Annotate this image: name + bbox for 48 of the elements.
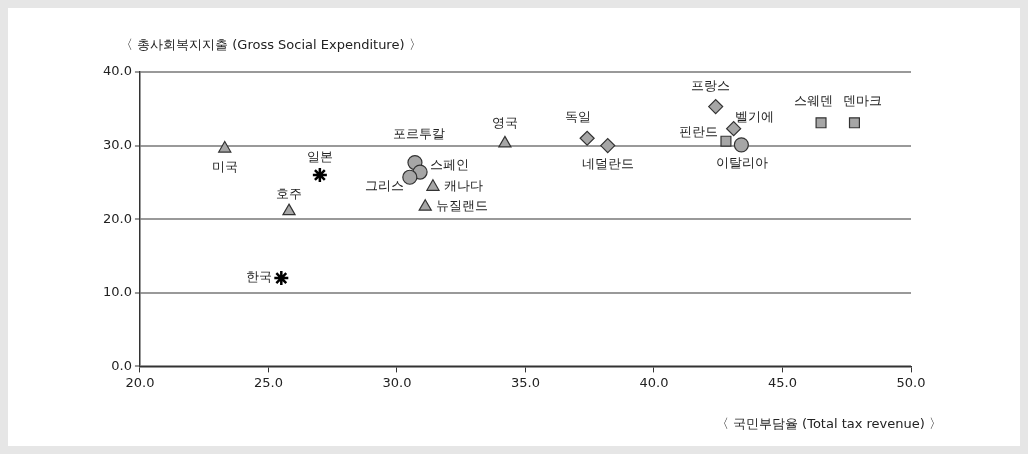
point: [282, 203, 296, 216]
annotation: 프랑스: [691, 77, 731, 93]
annotation: 독일: [565, 108, 592, 124]
point: [708, 98, 724, 115]
point: [815, 117, 827, 129]
y-tick-label: 10.0: [102, 284, 132, 300]
point: [218, 140, 232, 153]
point: [402, 169, 418, 185]
annotation: 이탈리아: [716, 155, 769, 171]
point: [498, 135, 512, 148]
annotation: 한국: [246, 269, 273, 285]
annotation: 스웨덴: [793, 93, 833, 109]
y-axis-title: 〈 총사회복지지출 (Gross Social Expenditure) 〉: [120, 36, 422, 54]
point: [579, 130, 595, 146]
x-tick-label: 20.0: [125, 374, 155, 390]
annotation: 덴마크: [842, 93, 882, 109]
x-tick-label: 40.0: [639, 374, 669, 390]
x-axis-title: 〈 국민부담율 (Total tax revenue) 〉: [715, 415, 942, 433]
point: [311, 166, 329, 184]
annotation: 일본: [306, 149, 333, 165]
point: [273, 269, 290, 287]
x-tick-label: 50.0: [896, 374, 926, 390]
point: [733, 137, 749, 153]
point: [426, 179, 440, 191]
y-tick-label: 20.0: [102, 210, 132, 226]
annotation: 미국: [211, 158, 238, 174]
annotation: 뉴질랜드: [436, 198, 489, 214]
y-tick-label: 40.0: [102, 63, 132, 79]
annotation: 스페인: [429, 157, 469, 173]
point: [418, 199, 432, 211]
annotation: 그리스: [365, 177, 405, 193]
x-tick-label: 25.0: [253, 374, 283, 390]
annotation: 벨기에: [735, 109, 775, 125]
x-tick-label: 30.0: [382, 374, 412, 390]
annotation: 포르투칼: [392, 125, 445, 141]
x-tick-label: 45.0: [768, 374, 797, 390]
annotation: 네덜란드: [581, 155, 634, 171]
point: [726, 121, 742, 137]
x-tick-label: 35.0: [511, 374, 540, 390]
point: [720, 135, 732, 147]
y-tick-label: 30.0: [102, 136, 132, 152]
annotation: 핀란드: [679, 123, 719, 139]
annotation: 호주: [276, 186, 303, 202]
annotation: 영국: [491, 114, 518, 130]
y-tick-label: 0.0: [111, 357, 132, 373]
point: [848, 117, 861, 129]
point: [600, 138, 616, 154]
annotation: 캐나다: [444, 178, 484, 194]
